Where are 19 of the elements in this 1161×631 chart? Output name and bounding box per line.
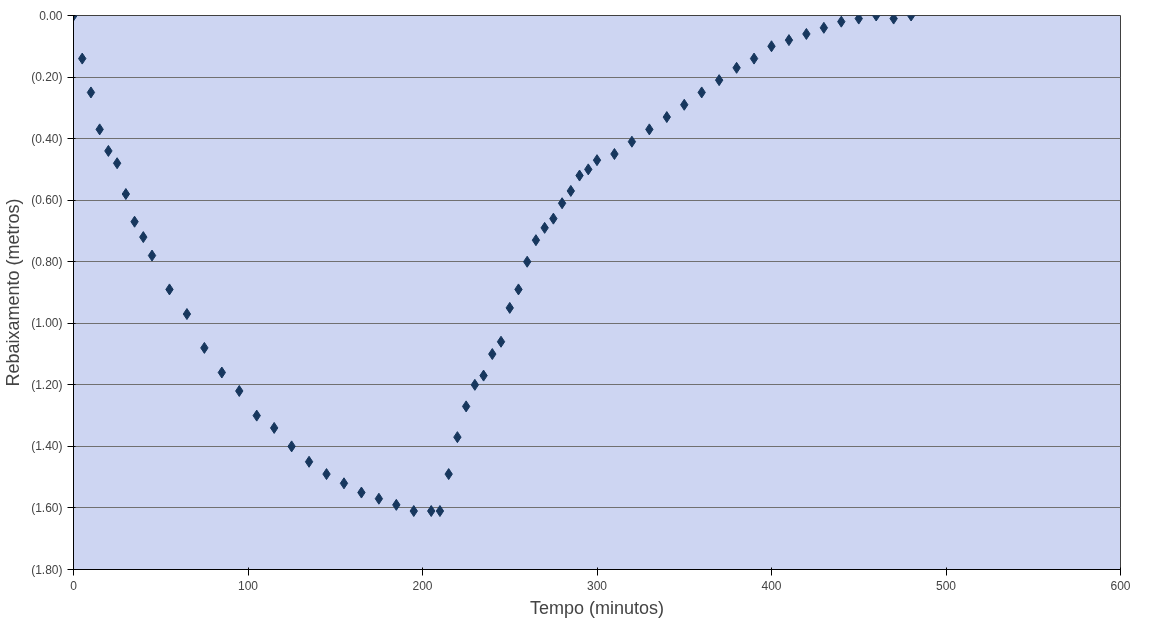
y-tick-label: (0.60) [31,193,63,208]
y-tick-label: (1.80) [31,562,63,577]
y-tick-label: (1.40) [31,439,63,454]
x-axis-title: Tempo (minutos) [529,597,665,618]
x-tick-label: 100 [237,578,259,593]
x-tick-label: 600 [1110,578,1131,593]
x-tick-label: 0 [70,578,78,593]
y-tick-label: 0.00 [39,8,63,23]
y-tick-label: (1.20) [31,377,63,392]
x-tick-label: 300 [586,578,608,593]
x-tick-label: 400 [761,578,782,593]
y-tick-label: (0.80) [31,254,63,269]
y-tick-label: (0.40) [31,131,63,146]
y-tick-label: (0.20) [31,70,63,85]
y-tick-label: (1.60) [31,500,63,515]
y-tick-label: (1.00) [31,316,63,331]
y-axis-title: Rebaixamento (metros) [3,198,24,387]
x-tick-label: 200 [412,578,433,593]
x-tick-label: 500 [935,578,957,593]
